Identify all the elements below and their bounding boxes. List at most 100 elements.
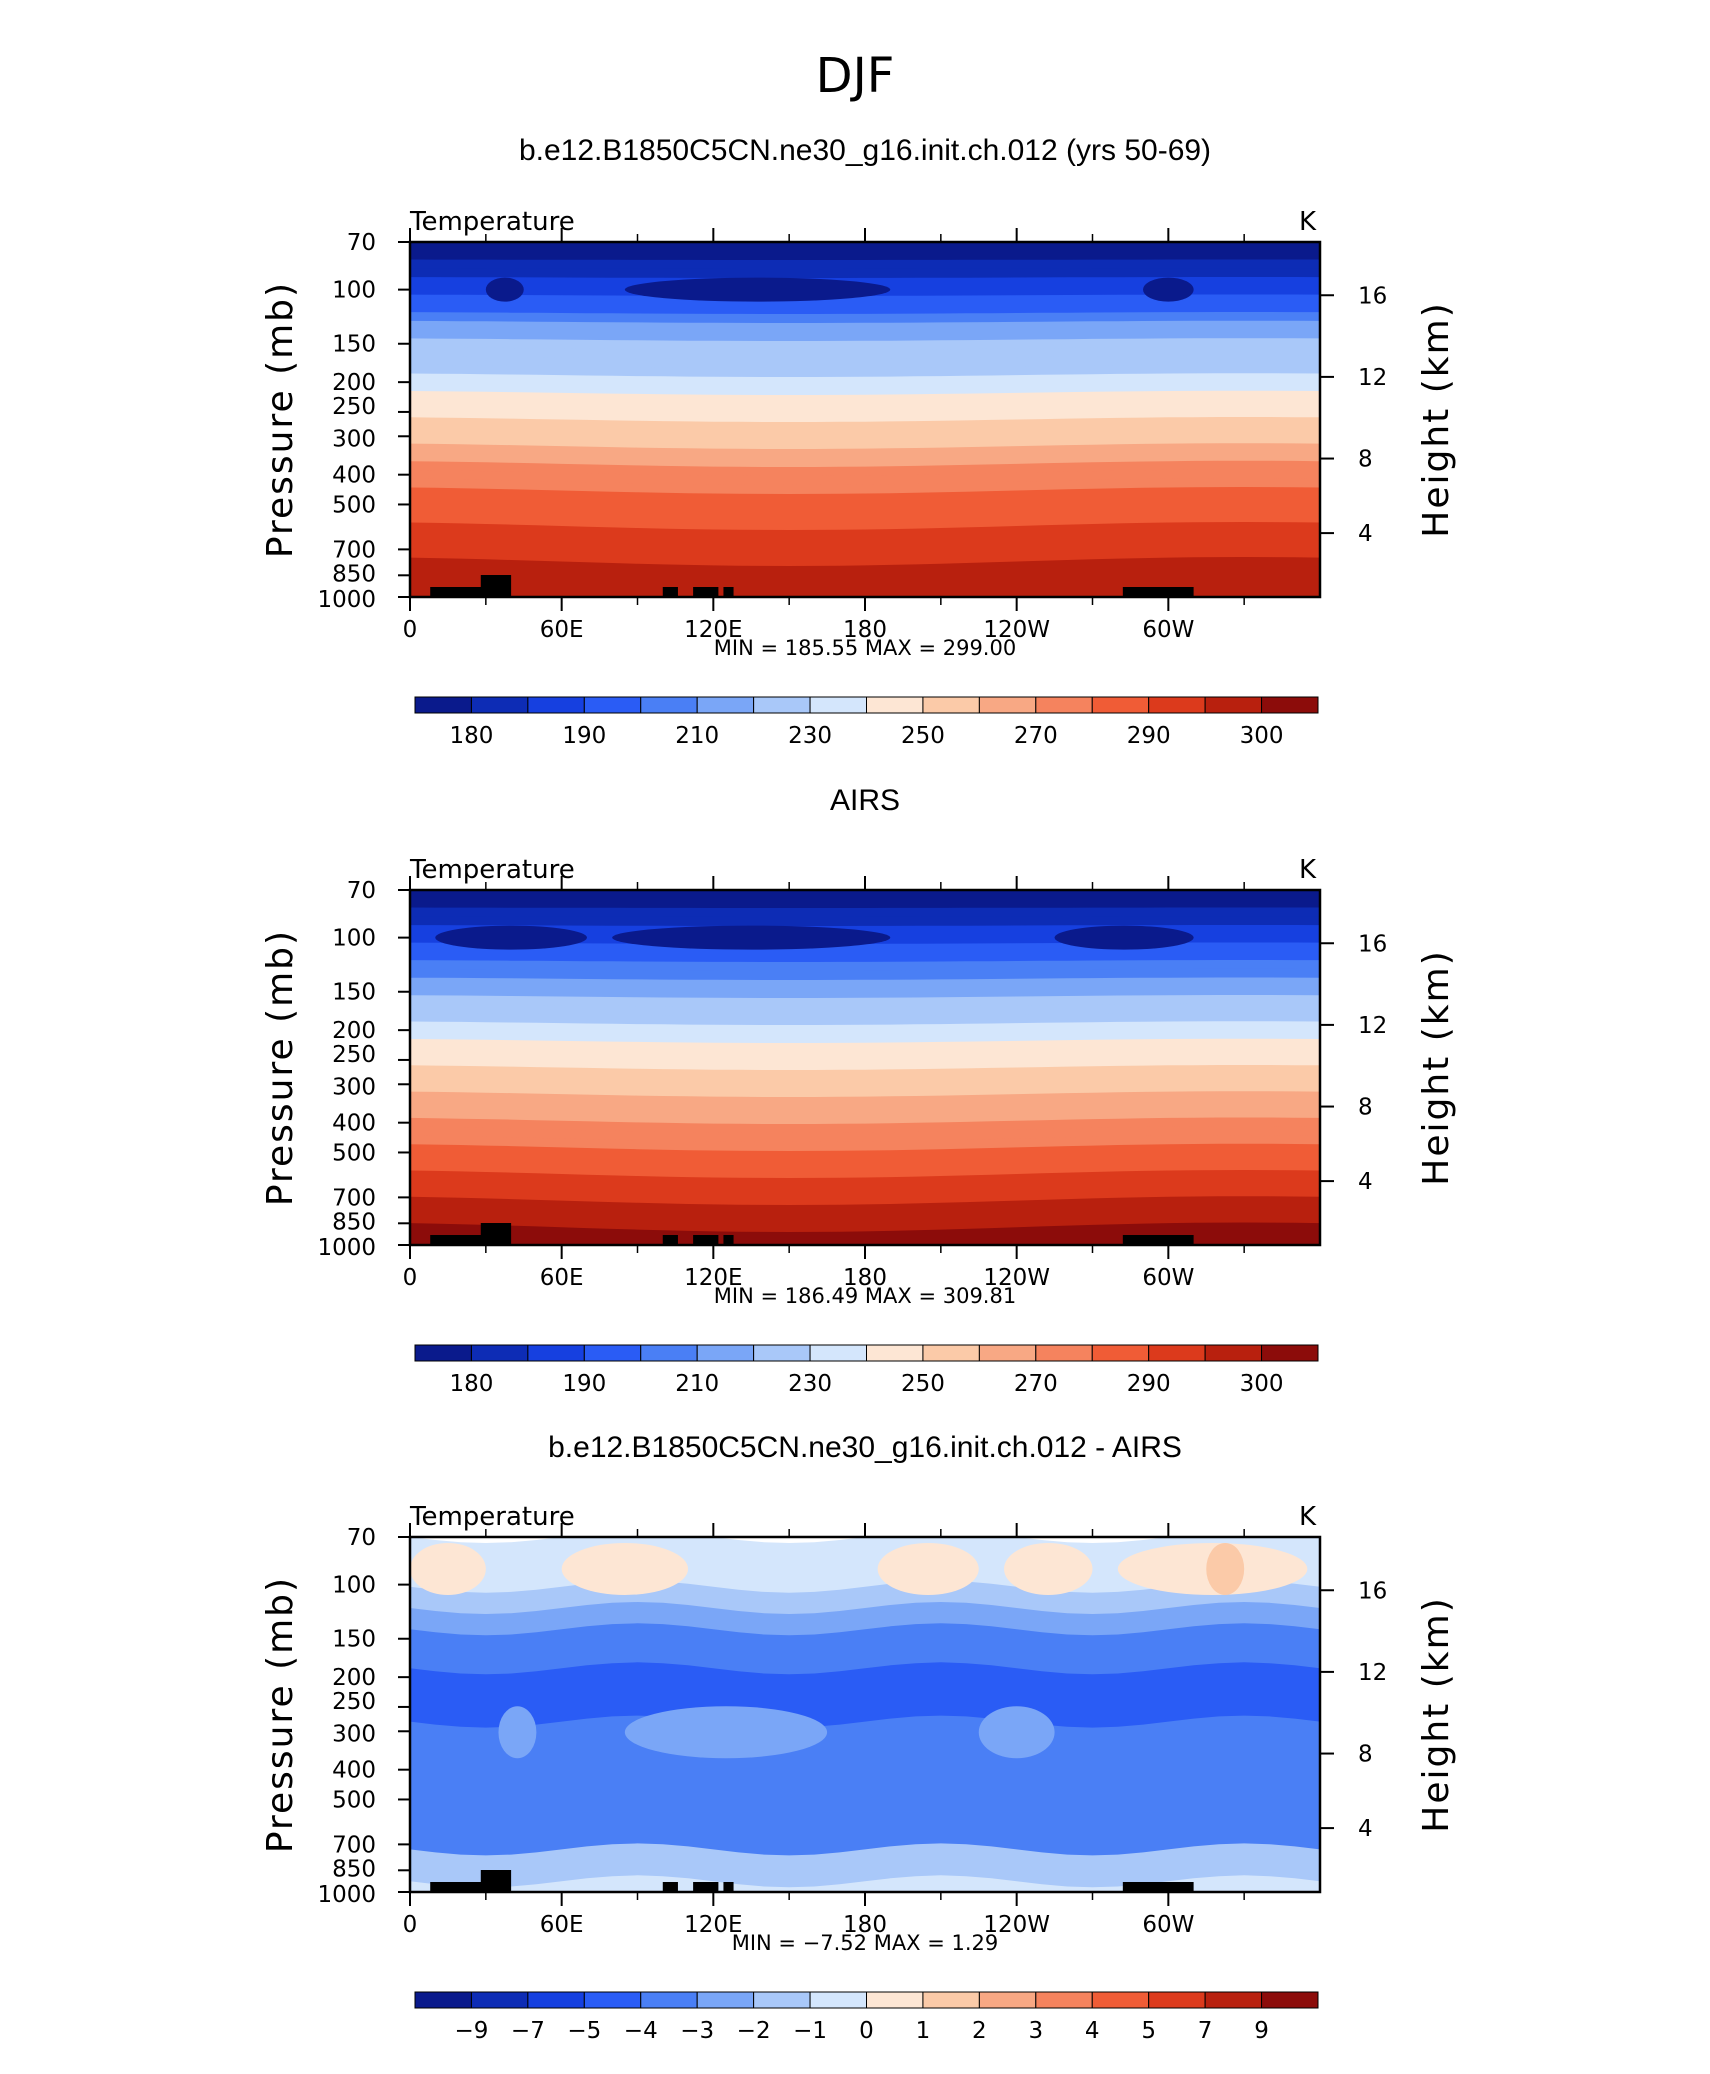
y-tick-label: 100 bbox=[332, 926, 376, 952]
cold-core bbox=[435, 925, 587, 950]
topography-mask bbox=[1122, 587, 1194, 597]
colorbar-swatch bbox=[583, 1991, 642, 2009]
anomaly-patch bbox=[498, 1706, 537, 1759]
colorbar-label: 3 bbox=[1028, 2018, 1043, 2044]
height-tick-label: 12 bbox=[1358, 1013, 1387, 1039]
colorbar-swatch bbox=[753, 1344, 811, 1362]
colorbar-label: −1 bbox=[793, 2018, 827, 2044]
x-tick-label: 60E bbox=[540, 1912, 584, 1938]
x-tick-label: 180 bbox=[843, 1265, 887, 1291]
height-tick-label: 4 bbox=[1358, 521, 1373, 547]
panel-title: b.e12.B1850C5CN.ne30_g16.init.ch.012 - A… bbox=[548, 1431, 1182, 1464]
topography-mask bbox=[693, 1882, 719, 1892]
contour-band bbox=[410, 1715, 1320, 1858]
height-tick-label: 12 bbox=[1358, 365, 1387, 391]
panel-title: AIRS bbox=[830, 784, 900, 817]
colorbar-swatch bbox=[922, 1344, 980, 1362]
colorbar-label: 290 bbox=[1127, 1371, 1171, 1397]
colorbar-swatch bbox=[1261, 1344, 1319, 1362]
colorbar-label: 180 bbox=[449, 1371, 493, 1397]
contour-band bbox=[410, 1231, 1320, 1245]
colorbar-swatch bbox=[470, 696, 529, 714]
y-axis-title: Pressure (mb) bbox=[260, 929, 301, 1206]
colorbar-swatch bbox=[809, 696, 867, 714]
colorbar-label: 4 bbox=[1085, 2018, 1100, 2044]
y-tick-label: 100 bbox=[332, 1573, 376, 1599]
height-tick-label: 12 bbox=[1358, 1660, 1387, 1686]
colorbar-swatch bbox=[414, 1344, 472, 1362]
y-tick-label: 150 bbox=[332, 980, 376, 1006]
warm-patch bbox=[877, 1542, 979, 1595]
colorbar-swatch bbox=[1035, 1991, 1093, 2009]
x-tick-label: 60E bbox=[540, 617, 584, 643]
colorbar-swatch bbox=[866, 1344, 924, 1362]
colorbar-label: 190 bbox=[562, 1371, 606, 1397]
y-tick-label: 1000 bbox=[317, 1235, 376, 1261]
x-tick-label: 0 bbox=[403, 1265, 418, 1291]
colorbar-label: −5 bbox=[567, 2018, 601, 2044]
height-tick-label: 16 bbox=[1358, 1578, 1387, 1604]
colorbar-swatch bbox=[527, 1991, 585, 2009]
colorbar-swatch bbox=[978, 1991, 1037, 2009]
min-max-label: MIN = 185.55 MAX = 299.00 bbox=[714, 636, 1016, 660]
y-tick-label: 250 bbox=[332, 1042, 376, 1068]
colorbar-swatch bbox=[1204, 1344, 1263, 1362]
topography-mask bbox=[1122, 1235, 1194, 1245]
colorbar-label: 7 bbox=[1198, 2018, 1213, 2044]
y-tick-label: 300 bbox=[332, 426, 376, 452]
colorbar-label: 250 bbox=[901, 1371, 945, 1397]
colorbar-swatch bbox=[414, 1991, 472, 2009]
x-tick-label: 120W bbox=[983, 1912, 1050, 1938]
warm-patch bbox=[1206, 1542, 1245, 1595]
topography-mask bbox=[723, 1882, 734, 1892]
warm-patch bbox=[410, 1542, 486, 1595]
temperature-panel-model: b.e12.B1850C5CN.ne30_g16.init.ch.012 (yr… bbox=[260, 134, 1457, 749]
anomaly-patch bbox=[624, 1706, 828, 1759]
height-tick-label: 16 bbox=[1358, 283, 1387, 309]
colorbar-label: −4 bbox=[624, 2018, 658, 2044]
topography-mask bbox=[693, 1235, 719, 1245]
x-tick-label: 60W bbox=[1142, 617, 1194, 643]
min-max-label: MIN = −7.52 MAX = 1.29 bbox=[732, 1931, 999, 1955]
figure-title: DJF bbox=[816, 48, 895, 104]
colorbar-swatch bbox=[640, 1991, 698, 2009]
y-tick-label: 200 bbox=[332, 370, 376, 396]
height-tick-label: 4 bbox=[1358, 1169, 1373, 1195]
topography-mask bbox=[480, 1870, 512, 1892]
topography-mask bbox=[723, 587, 734, 597]
contour-band bbox=[410, 1875, 1320, 1892]
contour-field bbox=[410, 1537, 1320, 1892]
units-label: K bbox=[1299, 1502, 1317, 1532]
colorbar-swatch bbox=[922, 1991, 980, 2009]
y-tick-label: 250 bbox=[332, 394, 376, 420]
x-tick-label: 120E bbox=[684, 617, 742, 643]
panel-title: b.e12.B1850C5CN.ne30_g16.init.ch.012 (yr… bbox=[519, 134, 1211, 167]
colorbar-label: 1 bbox=[916, 2018, 931, 2044]
topography-mask bbox=[430, 587, 486, 597]
colorbar-label: 2 bbox=[972, 2018, 987, 2044]
height-tick-label: 16 bbox=[1358, 931, 1387, 957]
cold-core bbox=[485, 277, 524, 302]
height-tick-label: 4 bbox=[1358, 1816, 1373, 1842]
anomaly-patch bbox=[978, 1706, 1055, 1759]
y-tick-label: 200 bbox=[332, 1018, 376, 1044]
cold-core bbox=[624, 277, 891, 302]
colorbar-swatch bbox=[1035, 1344, 1093, 1362]
colorbar-swatch bbox=[640, 696, 698, 714]
contour-band bbox=[410, 1662, 1320, 1730]
colorbar-label: 210 bbox=[675, 1371, 719, 1397]
contour-field bbox=[410, 242, 1320, 597]
x-tick-label: 180 bbox=[843, 617, 887, 643]
y-tick-label: 700 bbox=[332, 1832, 376, 1858]
y-tick-label: 400 bbox=[332, 463, 376, 489]
colorbar-swatch bbox=[640, 1344, 698, 1362]
topography-mask bbox=[480, 575, 512, 597]
y-axis-right-title: Height (km) bbox=[1416, 1596, 1457, 1832]
colorbar-swatch bbox=[978, 1344, 1037, 1362]
x-tick-label: 180 bbox=[843, 1912, 887, 1938]
contour-band bbox=[410, 583, 1320, 597]
topography-mask bbox=[662, 1235, 678, 1245]
colorbar-label: −3 bbox=[680, 2018, 714, 2044]
temperature-panel-difference: b.e12.B1850C5CN.ne30_g16.init.ch.012 - A… bbox=[260, 1431, 1457, 2044]
topography-mask bbox=[430, 1882, 486, 1892]
